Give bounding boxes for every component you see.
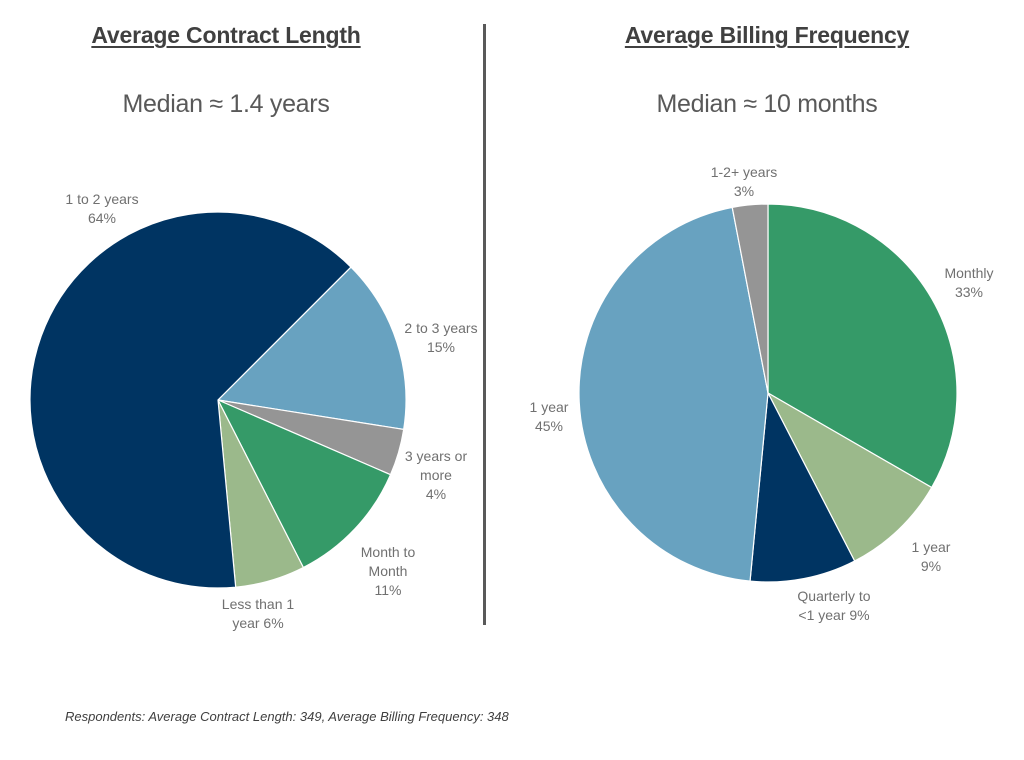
slice-data-label: 3 years or more 4%	[405, 448, 468, 502]
slice-data-label: 1 to 2 years 64%	[65, 191, 138, 226]
slice-data-label: 1 year 9%	[912, 539, 951, 574]
pie-slice	[766, 391, 933, 562]
left-median-subtitle: Median ≈ 1.4 years	[122, 90, 330, 118]
slice-data-label: Less than 1 year 6%	[222, 596, 295, 631]
vertical-divider	[483, 24, 486, 625]
pie-slice	[731, 203, 769, 394]
pie-slice	[216, 266, 407, 431]
right-median-subtitle: Median ≈ 10 months	[656, 90, 878, 118]
respondents-footnote: Respondents: Average Contract Length: 34…	[65, 709, 509, 724]
pie-slice	[29, 211, 352, 589]
slice-data-label: 1-2+ years 3%	[711, 164, 778, 199]
slice-data-label: Monthly 33%	[944, 265, 993, 300]
slice-data-label: 1 year 45%	[530, 399, 569, 434]
pie-slice	[216, 398, 392, 569]
slice-data-label: Quarterly to <1 year 9%	[797, 588, 870, 623]
slice-data-label: Month to Month 11%	[361, 544, 416, 598]
pie-slice	[749, 390, 856, 583]
slice-data-label: 2 to 3 years 15%	[404, 320, 477, 355]
pie-slice	[767, 203, 958, 489]
left-chart-title: Average Contract Length	[91, 22, 361, 48]
pie-slice	[578, 206, 769, 582]
right-chart-title: Average Billing Frequency	[624, 22, 910, 48]
